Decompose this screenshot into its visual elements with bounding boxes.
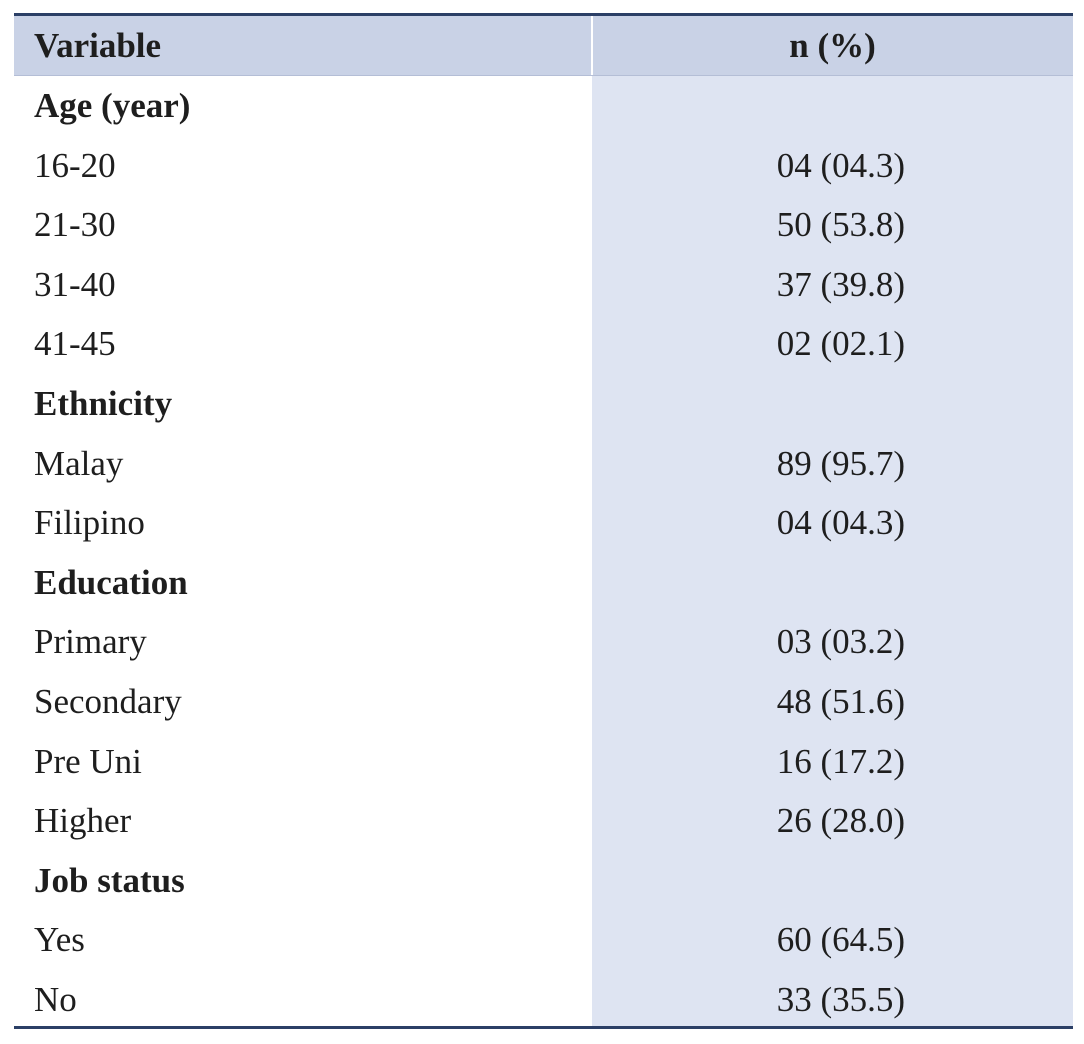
row-value: 16 (17.2)	[776, 741, 905, 781]
header-n-percent: n (%)	[789, 26, 876, 65]
section-row: Job status	[14, 851, 1073, 911]
table-row: Malay 89 (95.7)	[14, 434, 1073, 494]
header-divider	[591, 16, 593, 75]
row-label: Higher	[34, 801, 132, 841]
row-value: 26 (28.0)	[776, 801, 905, 841]
value-column-shading	[592, 16, 1073, 1026]
table-row: Secondary 48 (51.6)	[14, 672, 1073, 732]
section-label: Age (year)	[34, 86, 191, 125]
row-label: Filipino	[34, 503, 145, 543]
row-label: 16-20	[34, 145, 116, 185]
row-value: 37 (39.8)	[776, 264, 905, 304]
row-value: 02 (02.1)	[776, 324, 905, 364]
table-row: 41-45 02 (02.1)	[14, 314, 1073, 374]
row-value: 04 (04.3)	[776, 503, 905, 543]
header-variable: Variable	[34, 26, 162, 65]
row-value: 33 (35.5)	[776, 979, 905, 1019]
row-label: Primary	[34, 622, 147, 662]
section-label: Job status	[34, 860, 185, 900]
table-row: Filipino 04 (04.3)	[14, 493, 1073, 553]
row-label: 41-45	[34, 324, 116, 364]
row-label: Yes	[34, 920, 85, 960]
row-value: 50 (53.8)	[776, 205, 905, 245]
table-row: 16-20 04 (04.3)	[14, 136, 1073, 196]
section-label: Education	[34, 562, 188, 602]
table-row: Higher 26 (28.0)	[14, 791, 1073, 851]
row-value: 48 (51.6)	[776, 681, 905, 721]
row-value: 89 (95.7)	[776, 443, 905, 483]
row-label: Pre Uni	[34, 741, 142, 781]
row-label: Malay	[34, 443, 124, 483]
table-row: Primary 03 (03.2)	[14, 612, 1073, 672]
table-row: No 33 (35.5)	[14, 970, 1073, 1030]
section-row: Education	[14, 553, 1073, 613]
row-value: 60 (64.5)	[776, 920, 905, 960]
demographics-table: Variable n (%) Age (year) 16-20 04 (04.3) 2…	[14, 13, 1073, 1029]
row-label: 31-40	[34, 264, 116, 304]
table-row: 31-40 37 (39.8)	[14, 255, 1073, 315]
table-row: 21-30 50 (53.8)	[14, 195, 1073, 255]
section-row: Age (year)	[14, 76, 1073, 136]
section-label: Ethnicity	[34, 383, 173, 423]
table-header: Variable n (%)	[14, 16, 1073, 76]
row-label: Secondary	[34, 681, 182, 721]
row-value: 04 (04.3)	[776, 145, 905, 185]
row-label: 21-30	[34, 205, 116, 245]
row-value: 03 (03.2)	[776, 622, 905, 662]
table-row: Pre Uni 16 (17.2)	[14, 732, 1073, 792]
table-body: Age (year) 16-20 04 (04.3) 21-30 50 (53.8) 31…	[14, 76, 1073, 1030]
row-label: No	[34, 979, 77, 1019]
table-row: Yes 60 (64.5)	[14, 910, 1073, 970]
section-row: Ethnicity	[14, 374, 1073, 434]
